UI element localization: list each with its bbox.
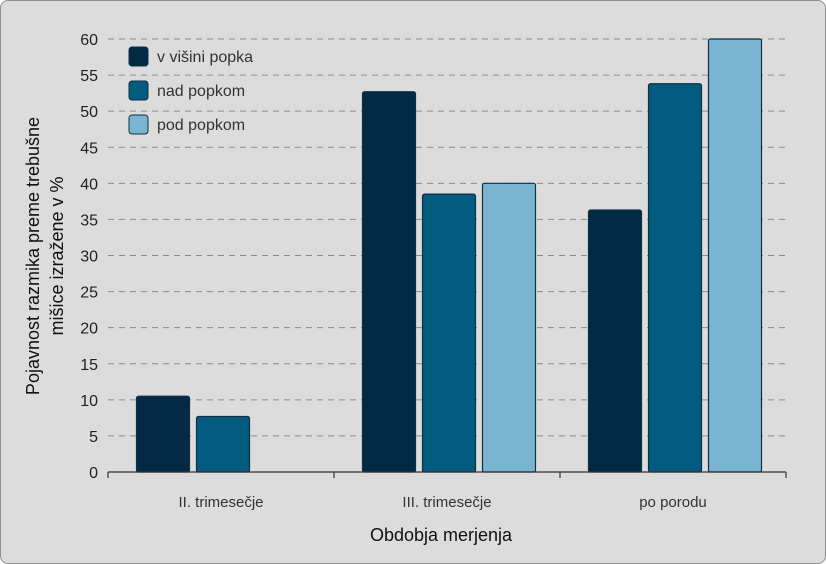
y-tick-label: 35 [80,212,98,229]
legend-swatch-2 [128,80,149,101]
y-tick-label: 55 [80,68,98,85]
y-axis-title-line-2: mišice izražene v % [47,176,67,335]
y-tick-label: 25 [80,285,98,302]
bar-1-1 [135,395,191,473]
bar-1-2 [361,91,417,473]
x-axis-title: Obdobja merjenja [370,525,513,545]
bar-1-3 [587,209,643,473]
bar-2-1 [195,415,251,473]
y-tick-labels: 0 5 10 15 20 25 30 35 40 45 50 55 60 [80,32,98,482]
bar-3-3 [707,38,763,473]
legend: v višini popka nad popkom pod popkom [128,46,253,135]
y-tick-label: 50 [80,104,98,121]
y-axis-title-line-1: Pojavnost razmika preme trebušne [23,117,43,395]
bar-2-2 [421,193,477,473]
y-tick-label: 0 [89,465,98,482]
axes [107,471,787,478]
legend-label-3: pod popkom [157,117,245,134]
x-category-label: III. trimesečje [402,494,491,511]
x-category-label: II. trimesečje [178,494,263,511]
y-tick-label: 30 [80,249,98,266]
y-tick-label: 5 [89,429,98,446]
y-tick-label: 40 [80,176,98,193]
legend-swatch-1 [128,46,149,67]
y-tick-label: 45 [80,140,98,157]
bar-2-3 [647,83,703,473]
legend-label-1: v višini popka [157,49,253,66]
x-category-label: po porodu [639,494,707,511]
legend-label-2: nad popkom [157,83,245,100]
y-tick-label: 15 [80,357,98,374]
x-category-labels: II. trimesečje III. trimesečje po porodu [178,494,706,511]
y-tick-label: 20 [80,321,98,338]
y-tick-label: 60 [80,32,98,49]
y-tick-label: 10 [80,393,98,410]
bar-3-2 [481,182,537,473]
legend-swatch-3 [128,114,149,135]
